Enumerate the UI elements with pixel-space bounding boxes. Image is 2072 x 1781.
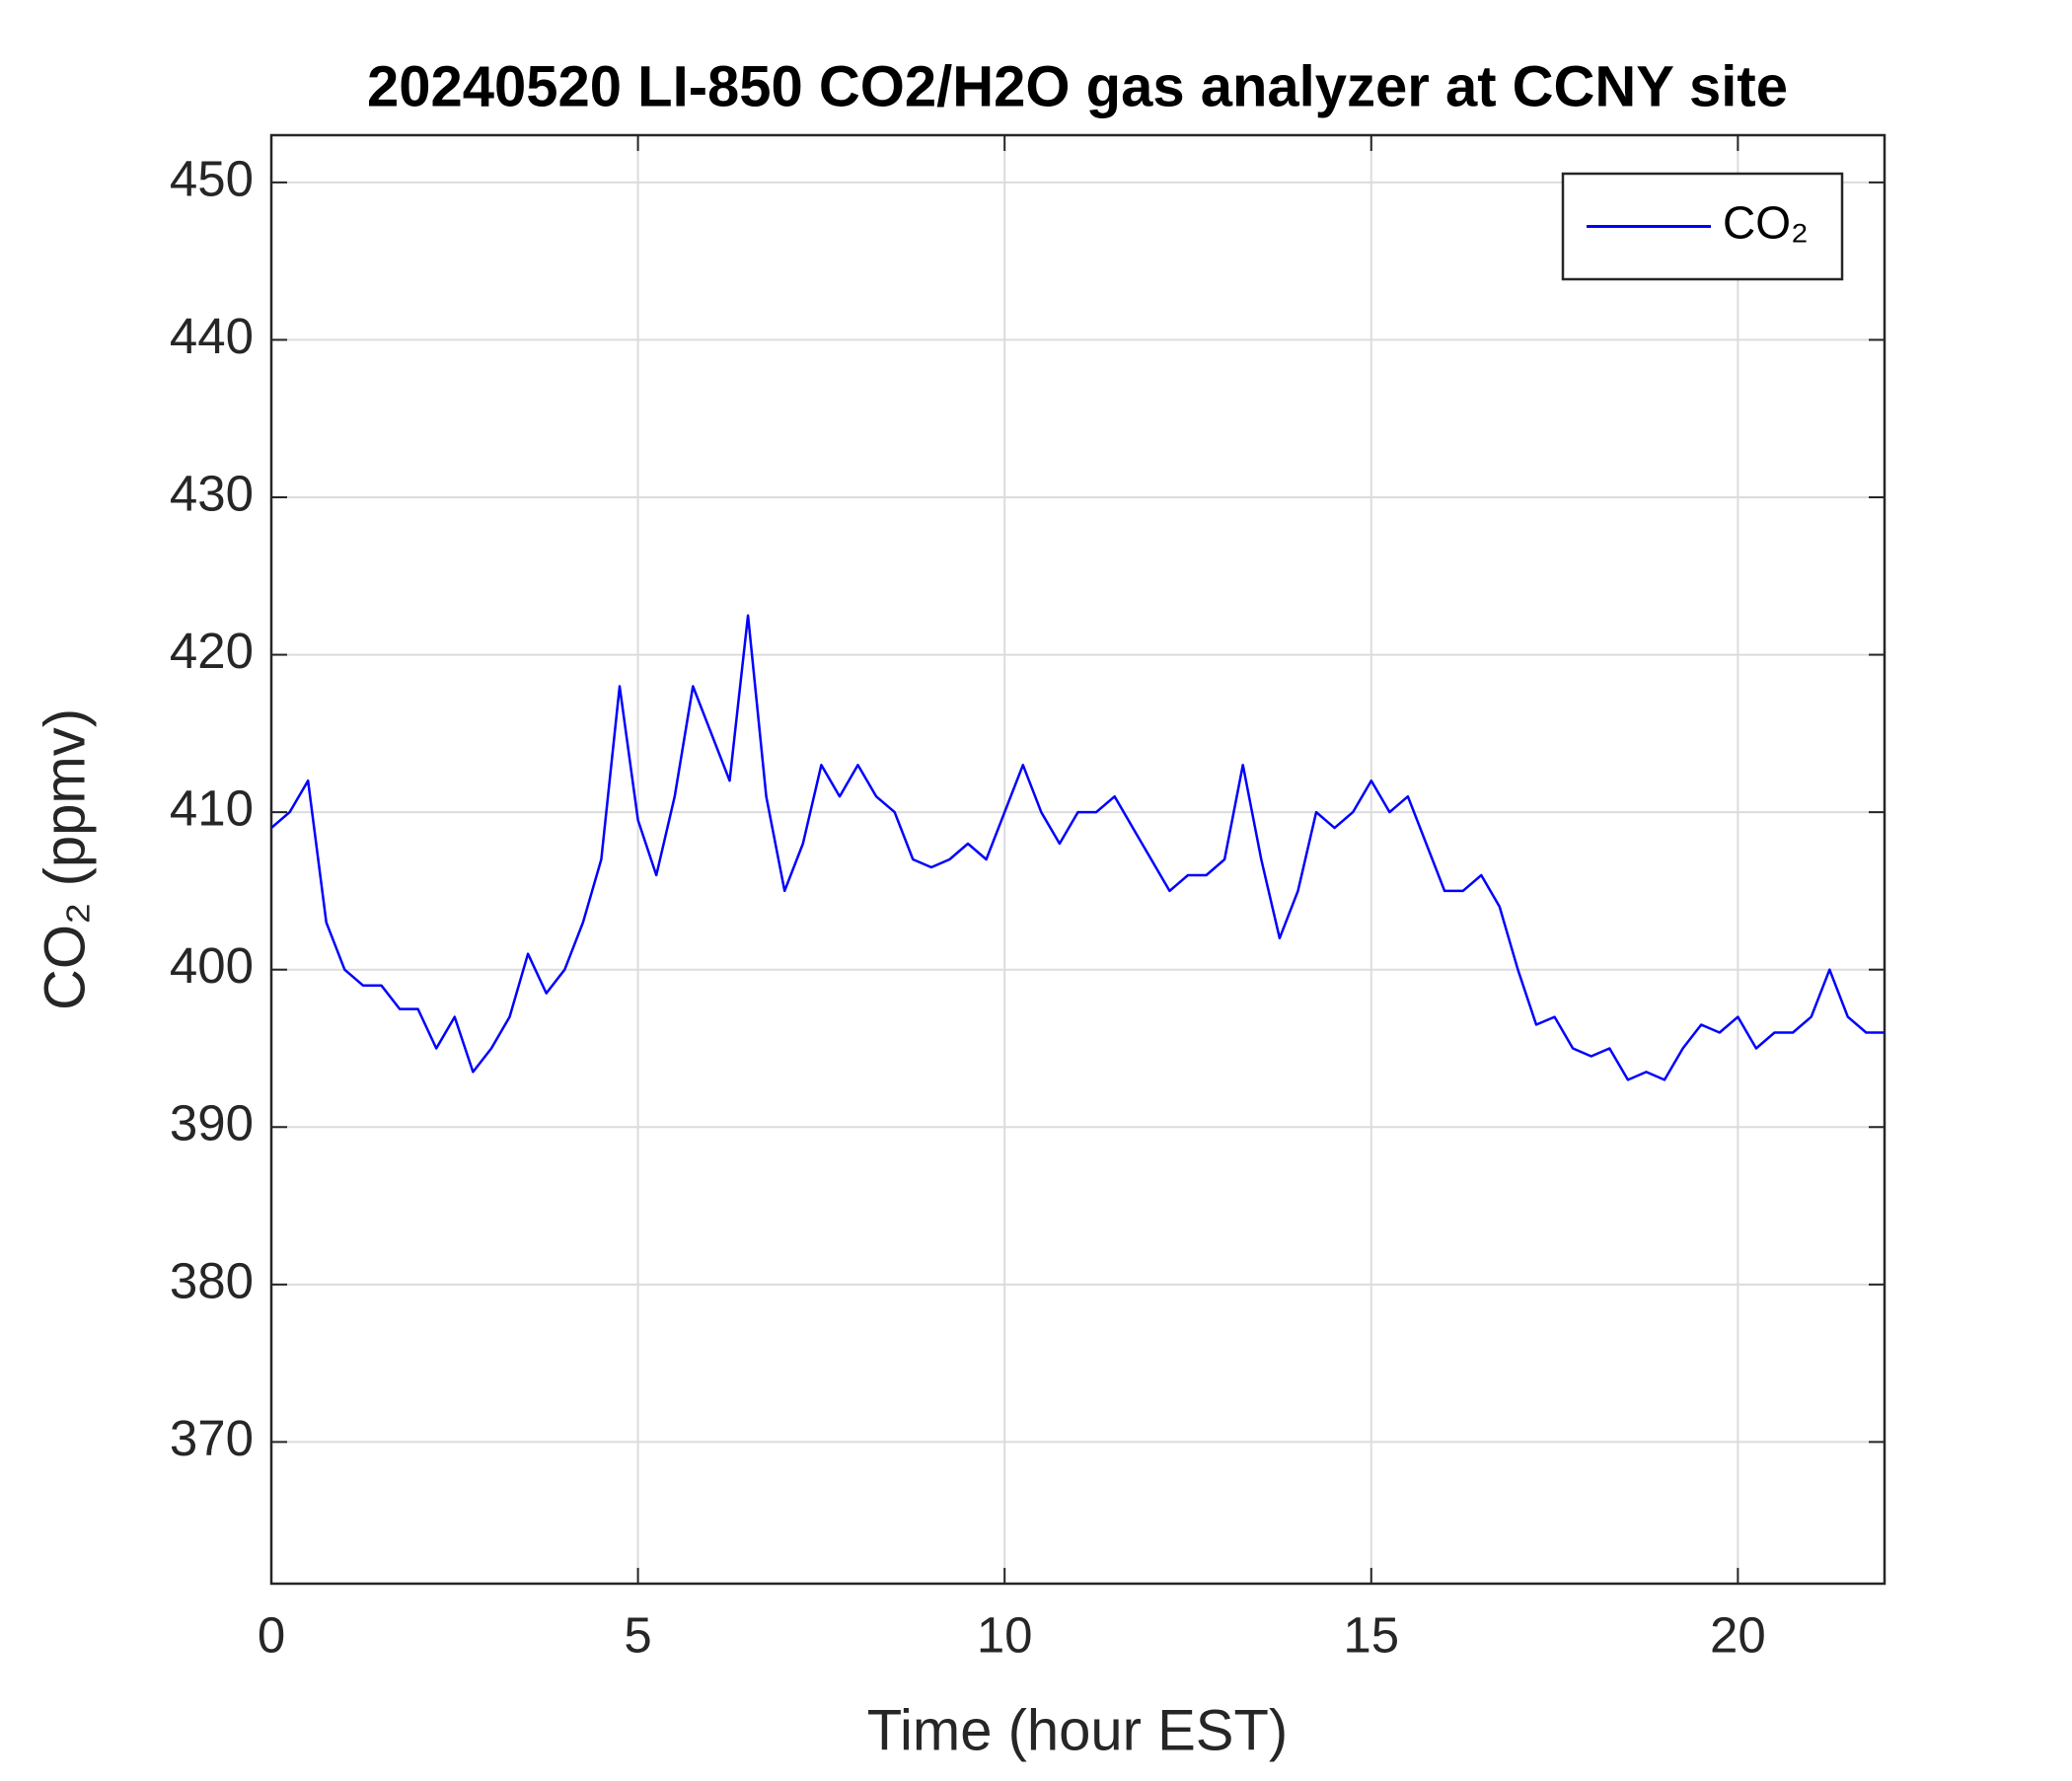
y-tick-label: 420 xyxy=(170,623,254,679)
y-tick-label: 410 xyxy=(170,780,254,837)
y-tick-label: 450 xyxy=(170,150,254,206)
y-tick-label: 430 xyxy=(170,465,254,521)
chart-title: 20240520 LI-850 CO2/H2O gas analyzer at … xyxy=(367,54,1788,118)
y-tick-label: 370 xyxy=(170,1410,254,1466)
y-tick-label: 400 xyxy=(170,937,254,994)
y-tick-label: 440 xyxy=(170,308,254,364)
y-tick-label: 390 xyxy=(170,1095,254,1151)
data-line xyxy=(270,614,1885,1081)
y-tick-label: 380 xyxy=(170,1252,254,1308)
x-tick-label: 5 xyxy=(624,1606,651,1663)
plot-frame xyxy=(269,133,1887,1586)
legend-label: CO₂ xyxy=(1723,197,1809,249)
x-tick-label: 20 xyxy=(1710,1606,1766,1663)
x-tick-label: 0 xyxy=(258,1606,285,1663)
y-axis-label: CO₂ (ppmv) xyxy=(33,708,97,1010)
x-axis-label: Time (hour EST) xyxy=(867,1698,1288,1762)
x-tick-label: 10 xyxy=(977,1606,1033,1663)
x-tick-label: 15 xyxy=(1343,1606,1399,1663)
